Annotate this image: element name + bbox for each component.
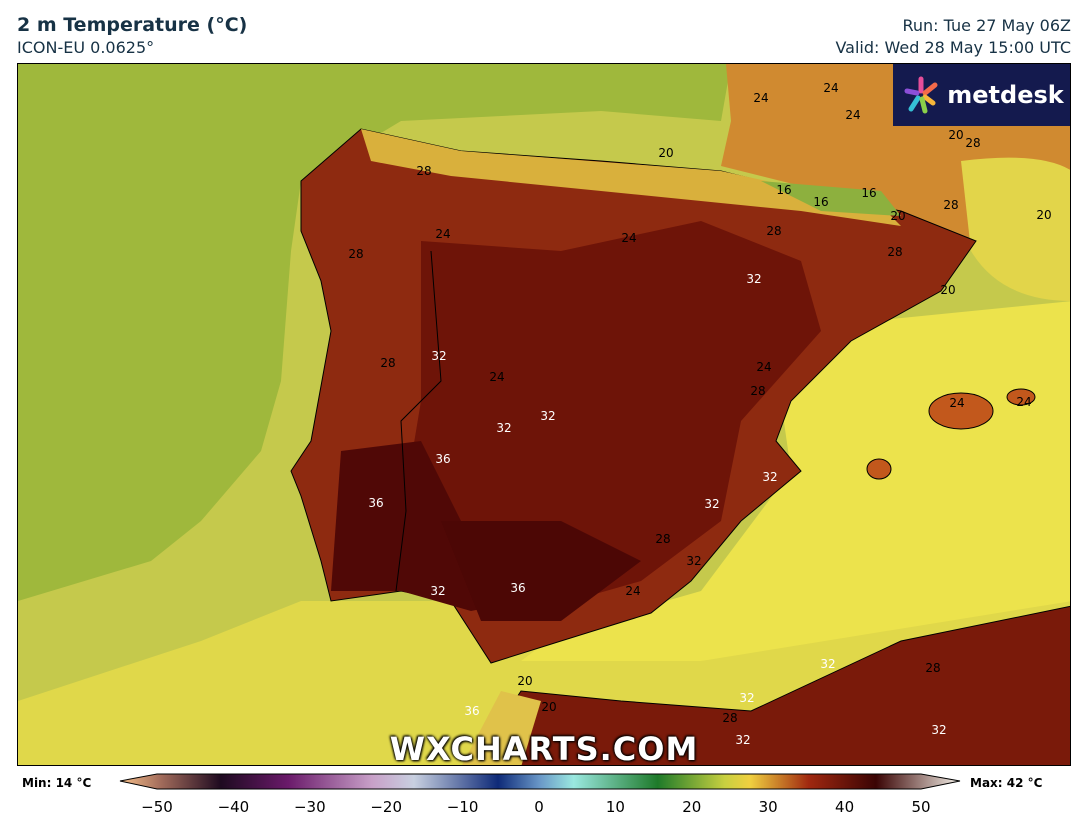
contour-label: 24: [845, 108, 860, 122]
contour-label: 28: [965, 136, 980, 150]
portugal-border: [395, 250, 442, 592]
contour-label: 20: [517, 674, 532, 688]
contour-label: 24: [489, 370, 504, 384]
colorbar-tick: 50: [911, 798, 931, 816]
contour-label: 36: [435, 452, 450, 466]
colorbar-tick: 40: [835, 798, 855, 816]
model-name: ICON-EU 0.0625°: [17, 38, 155, 57]
contour-label: 20: [541, 700, 556, 714]
guadalquivir-core: [441, 521, 641, 621]
metdesk-star-icon: [904, 76, 938, 114]
contour-label: 24: [753, 91, 768, 105]
strait-land: [462, 691, 541, 765]
colorbar-tick: 20: [682, 798, 702, 816]
contour-label: 16: [861, 186, 876, 200]
colorbar-gradient: [119, 773, 961, 790]
contour-label: 28: [925, 661, 940, 675]
colorbar-tick: −40: [217, 798, 250, 816]
colorbar-tick: 0: [534, 798, 544, 816]
colorbar-tick: −20: [370, 798, 403, 816]
contour-label: 32: [686, 554, 701, 568]
contour-label: 32: [540, 409, 555, 423]
contour-label: 24: [625, 584, 640, 598]
contour-label: 28: [943, 198, 958, 212]
contour-label: 32: [739, 691, 754, 705]
temperature-map[interactable]: 24 24 24 20 28 20 16 16 16 20 28 28 20 24 24 28 28 32 20 32…: [17, 63, 1071, 766]
contour-label: 28: [750, 384, 765, 398]
metdesk-logo: metdesk: [893, 64, 1070, 126]
contour-label: 32: [762, 470, 777, 484]
max-label: Max: 42 °C: [970, 776, 1043, 790]
contour-label: 16: [776, 183, 791, 197]
valid-time: Valid: Wed 28 May 15:00 UTC: [835, 38, 1071, 57]
min-label: Min: 14 °C: [22, 776, 92, 790]
contour-label: 32: [820, 657, 835, 671]
contour-label: 28: [348, 247, 363, 261]
contour-label: 16: [813, 195, 828, 209]
colorbar-tick: 10: [605, 798, 625, 816]
contour-label: 20: [1036, 208, 1051, 222]
contour-label: 32: [704, 497, 719, 511]
contour-label: 32: [430, 584, 445, 598]
pyrenees-cool: [761, 181, 901, 216]
logo-text: metdesk: [947, 81, 1064, 109]
northern-coast-band: [361, 129, 901, 226]
colorbar-tick: −50: [141, 798, 173, 816]
contour-label: 28: [766, 224, 781, 238]
contour-label: 28: [722, 711, 737, 725]
contour-label: 28: [655, 532, 670, 546]
contour-label: 24: [1016, 395, 1031, 409]
atlantic: [18, 64, 731, 601]
chart-title: 2 m Temperature (°C): [17, 14, 248, 36]
contour-label: 24: [435, 227, 450, 241]
france-south-coast: [961, 157, 1070, 301]
contour-label: 32: [735, 733, 750, 747]
colorbar: Min: 14 °C Max: 42 °C −50 −40 −30 −20 −10 0 10…: [0, 770, 1088, 830]
contour-label: 24: [756, 360, 771, 374]
mallorca: [928, 392, 994, 430]
wxcharts-watermark: WXCHARTS.COM: [389, 730, 699, 766]
colorbar-tick: 30: [758, 798, 778, 816]
contour-label: 36: [510, 581, 525, 595]
run-time: Run: Tue 27 May 06Z: [902, 16, 1072, 35]
ibiza: [866, 458, 892, 480]
contour-label: 24: [621, 231, 636, 245]
contour-label: 32: [931, 723, 946, 737]
contour-label: 24: [949, 396, 964, 410]
contour-label: 20: [940, 283, 955, 297]
contour-label: 36: [368, 496, 383, 510]
colorbar-tick: −30: [293, 798, 326, 816]
contour-label: 24: [823, 81, 838, 95]
contour-label: 36: [464, 704, 479, 718]
contour-label: 28: [887, 245, 902, 259]
contour-label: 28: [416, 164, 431, 178]
north-africa: [471, 605, 1070, 765]
contour-label: 20: [658, 146, 673, 160]
contour-label: 20: [890, 209, 905, 223]
contour-label: 32: [746, 272, 761, 286]
contour-label: 32: [431, 349, 446, 363]
contour-label: 20: [948, 128, 963, 142]
colorbar-tick: −10: [446, 798, 479, 816]
contour-label: 28: [380, 356, 395, 370]
menorca: [1006, 388, 1036, 406]
mediterranean: [521, 301, 1070, 661]
contour-label: 32: [496, 421, 511, 435]
